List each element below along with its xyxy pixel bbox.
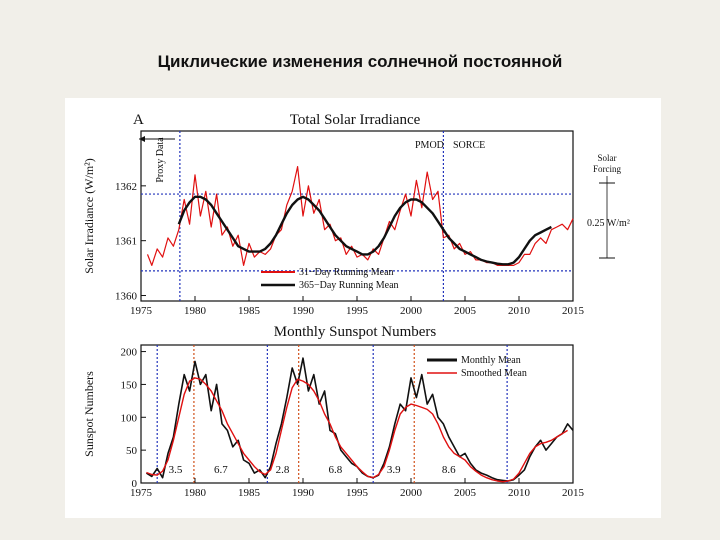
forcing-amplitude: 0.25 W/m² <box>587 218 630 229</box>
x-tick-label: 2000 <box>400 487 423 499</box>
tsi-chart: A Total Solar Irradiance 1975 1980 1985 199… <box>82 112 630 317</box>
x-tick-label: 1995 <box>346 487 369 499</box>
tsi-reference-lines <box>141 131 573 301</box>
phase-duration-label: 6.8 <box>329 464 343 476</box>
solar-forcing-annotation: Solar Forcing 0.25 W/m² <box>587 153 630 259</box>
proxy-arrow-head-icon <box>139 136 145 142</box>
x-tick-label: 2015 <box>562 305 585 317</box>
sunspot-x-axis: 1975 1980 1985 1990 1995 2000 2005 2010 2015 <box>130 478 585 499</box>
x-tick-label: 2005 <box>454 487 477 499</box>
x-tick-label: 1975 <box>130 487 153 499</box>
sunspot-series <box>145 357 574 483</box>
sunspot-cycle-lines <box>156 345 508 483</box>
sunspot-y-axis: 0 50 100 150 200 <box>121 347 146 490</box>
pmod-label: PMOD <box>415 140 444 151</box>
legend-label-smoothed: Smoothed Mean <box>461 368 527 379</box>
x-tick-label: 1980 <box>184 487 207 499</box>
sunspot-title: Monthly Sunspot Numbers <box>274 324 437 340</box>
phase-duration-label: 2.8 <box>276 464 290 476</box>
legend-label-monthly: Monthly Mean <box>461 355 521 366</box>
x-tick-label: 1990 <box>292 487 315 499</box>
series-365-day-line <box>177 195 552 266</box>
forcing-label-line2: Forcing <box>593 164 621 174</box>
x-tick-label: 1995 <box>346 305 369 317</box>
x-tick-label: 1975 <box>130 305 153 317</box>
x-tick-label: 2010 <box>508 487 531 499</box>
phase-duration-label: 6.7 <box>214 464 228 476</box>
tsi-title: Total Solar Irradiance <box>290 112 421 128</box>
x-tick-label: 2000 <box>400 305 423 317</box>
sunspot-chart: Monthly Sunspot Numbers 1975 1980 1985 1990… <box>82 324 585 499</box>
tsi-series <box>146 165 574 266</box>
sunspot-phase-labels: 3.5 6.7 2.8 6.8 3.9 8.6 <box>169 464 456 476</box>
y-tick-label: 200 <box>121 347 138 359</box>
sunspot-y-axis-label: Sunspot Numbers <box>82 371 96 457</box>
y-tick-label: 1362 <box>115 181 137 193</box>
tsi-y-axis: 1360 1361 1362 <box>115 181 146 303</box>
sorce-label: SORCE <box>453 140 485 151</box>
phase-duration-label: 3.5 <box>169 464 183 476</box>
tsi-legend: 31−Day Running Mean 365−Day Running Mean <box>261 267 399 291</box>
y-tick-label: 100 <box>121 412 138 424</box>
slide-title: Циклические изменения солнечной постоянн… <box>157 52 563 71</box>
proxy-data-label: Proxy Data <box>155 137 166 183</box>
series-smoothed-mean-line <box>146 377 568 483</box>
phase-duration-label: 3.9 <box>387 464 401 476</box>
sunspot-legend: Monthly Mean Smoothed Mean <box>427 355 527 379</box>
x-tick-label: 1985 <box>238 487 261 499</box>
y-tick-label: 0 <box>132 478 138 490</box>
x-tick-label: 2010 <box>508 305 531 317</box>
figure-panel: A Total Solar Irradiance 1975 1980 1985 199… <box>65 98 661 518</box>
y-tick-label: 1360 <box>115 291 138 303</box>
figure-svg: A Total Solar Irradiance 1975 1980 1985 199… <box>82 112 630 499</box>
y-tick-label: 1361 <box>115 236 137 248</box>
legend-label-365day: 365−Day Running Mean <box>299 280 399 291</box>
forcing-label-line1: Solar <box>598 153 617 163</box>
legend-label-31day: 31−Day Running Mean <box>299 267 394 278</box>
panel-letter: A <box>133 112 144 128</box>
tsi-y-axis-label: Solar Irradiance (W/m²) <box>82 158 96 274</box>
x-tick-label: 1990 <box>292 305 315 317</box>
x-tick-label: 2005 <box>454 305 477 317</box>
tsi-x-axis: 1975 1980 1985 1990 1995 2000 2005 2010 2015 <box>130 296 585 317</box>
series-31-day-line <box>146 165 574 266</box>
y-tick-label: 150 <box>121 379 138 391</box>
x-tick-label: 1980 <box>184 305 207 317</box>
x-tick-label: 1985 <box>238 305 261 317</box>
x-tick-label: 2015 <box>562 487 585 499</box>
phase-duration-label: 8.6 <box>442 464 456 476</box>
y-tick-label: 50 <box>126 445 138 457</box>
